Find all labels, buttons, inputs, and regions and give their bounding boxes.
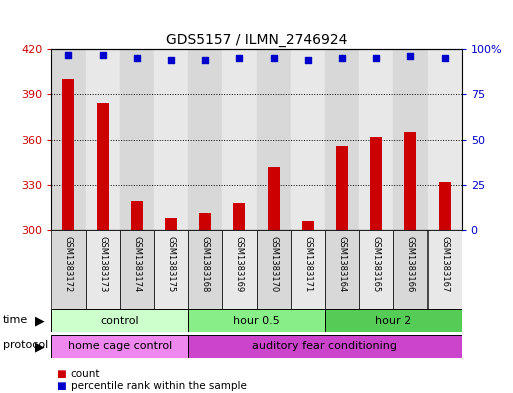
Text: ▶: ▶ xyxy=(35,315,45,328)
Bar xyxy=(336,145,348,230)
Bar xyxy=(188,49,222,230)
Point xyxy=(406,53,415,59)
Text: GSM1383164: GSM1383164 xyxy=(338,236,346,292)
Point xyxy=(133,55,141,61)
Text: GSM1383166: GSM1383166 xyxy=(406,236,415,292)
Point xyxy=(269,55,278,61)
Bar xyxy=(291,49,325,230)
Text: auditory fear conditioning: auditory fear conditioning xyxy=(252,341,398,351)
Text: GSM1383168: GSM1383168 xyxy=(201,236,210,292)
Text: GSM1383173: GSM1383173 xyxy=(98,236,107,292)
Text: control: control xyxy=(101,316,139,326)
Bar xyxy=(199,213,211,230)
Bar xyxy=(222,49,256,230)
Bar xyxy=(51,309,188,332)
Text: ■: ■ xyxy=(56,381,66,391)
Bar xyxy=(51,49,86,230)
Bar xyxy=(120,49,154,230)
Text: GSM1383172: GSM1383172 xyxy=(64,236,73,292)
Point xyxy=(64,51,72,58)
Title: GDS5157 / ILMN_2746924: GDS5157 / ILMN_2746924 xyxy=(166,33,347,47)
Point xyxy=(338,55,346,61)
Bar xyxy=(96,103,109,230)
Bar xyxy=(427,49,462,230)
Text: percentile rank within the sample: percentile rank within the sample xyxy=(71,381,247,391)
Bar xyxy=(256,49,291,230)
Bar xyxy=(233,203,245,230)
Point xyxy=(304,57,312,63)
Bar xyxy=(427,230,462,309)
Point xyxy=(98,51,107,58)
Bar xyxy=(154,230,188,309)
Point xyxy=(235,55,244,61)
Bar xyxy=(268,167,280,230)
Bar xyxy=(154,49,188,230)
Bar xyxy=(393,49,427,230)
Text: ■: ■ xyxy=(56,369,66,379)
Text: GSM1383171: GSM1383171 xyxy=(303,236,312,292)
Bar xyxy=(188,230,222,309)
Bar xyxy=(359,230,393,309)
Bar xyxy=(131,201,143,230)
Text: GSM1383175: GSM1383175 xyxy=(167,236,175,292)
Text: GSM1383167: GSM1383167 xyxy=(440,236,449,292)
Bar xyxy=(359,49,393,230)
Bar xyxy=(302,221,314,230)
Point xyxy=(201,57,209,63)
Text: count: count xyxy=(71,369,101,379)
Bar xyxy=(325,309,462,332)
Text: hour 2: hour 2 xyxy=(375,316,411,326)
Bar xyxy=(188,335,462,358)
Text: GSM1383169: GSM1383169 xyxy=(235,236,244,292)
Bar xyxy=(370,136,382,230)
Text: hour 0.5: hour 0.5 xyxy=(233,316,280,326)
Point xyxy=(372,55,380,61)
Point xyxy=(167,57,175,63)
Bar xyxy=(51,230,86,309)
Bar xyxy=(86,230,120,309)
Bar xyxy=(325,49,359,230)
Text: GSM1383170: GSM1383170 xyxy=(269,236,278,292)
Text: home cage control: home cage control xyxy=(68,341,172,351)
Bar xyxy=(404,132,417,230)
Bar xyxy=(325,230,359,309)
Bar xyxy=(86,49,120,230)
Point xyxy=(441,55,449,61)
Text: ▶: ▶ xyxy=(35,340,45,353)
Bar xyxy=(256,230,291,309)
Text: GSM1383165: GSM1383165 xyxy=(372,236,381,292)
Bar xyxy=(393,230,427,309)
Bar xyxy=(439,182,450,230)
Bar xyxy=(291,230,325,309)
Text: GSM1383174: GSM1383174 xyxy=(132,236,141,292)
Bar xyxy=(188,309,325,332)
Bar xyxy=(51,335,188,358)
Bar xyxy=(222,230,256,309)
Text: protocol: protocol xyxy=(3,340,48,350)
Bar xyxy=(63,79,74,230)
Text: time: time xyxy=(3,314,28,325)
Bar xyxy=(165,218,177,230)
Bar xyxy=(120,230,154,309)
